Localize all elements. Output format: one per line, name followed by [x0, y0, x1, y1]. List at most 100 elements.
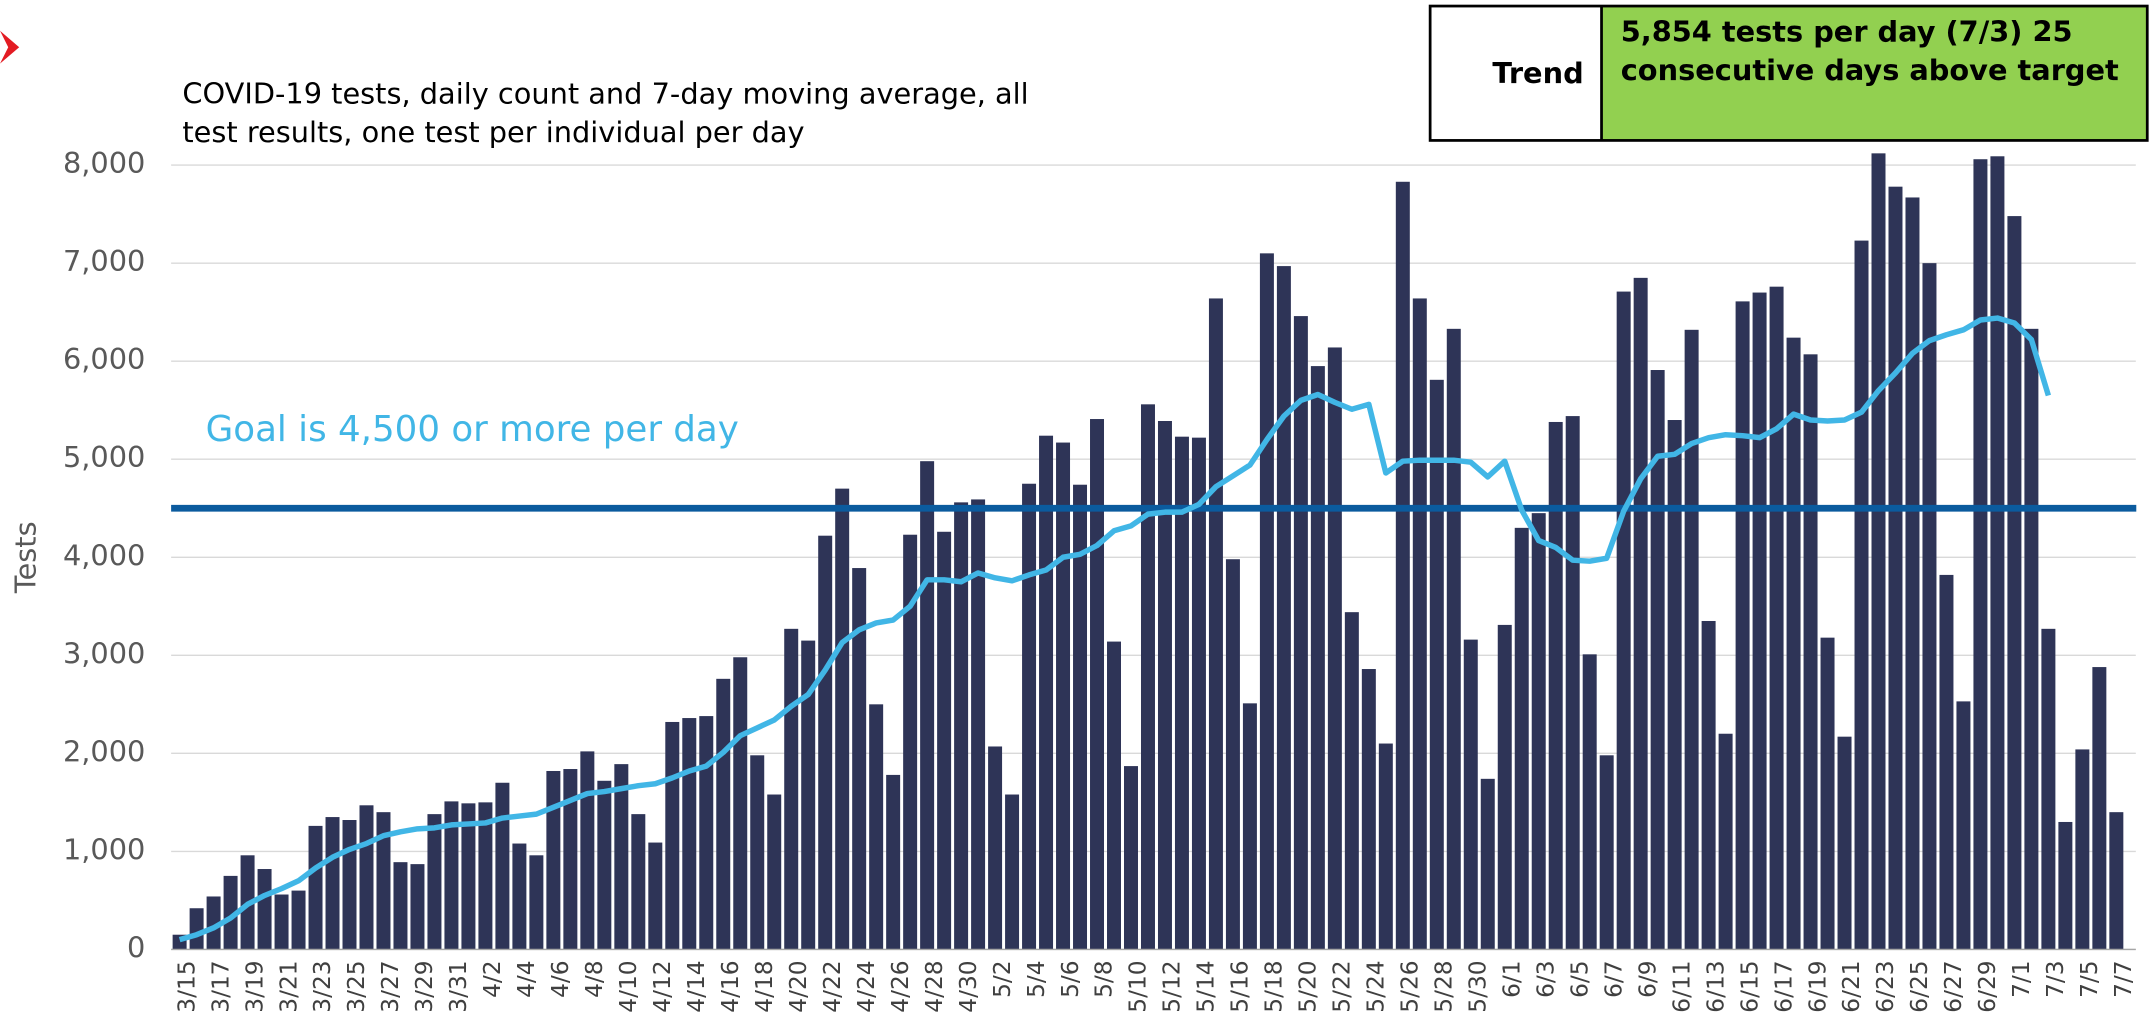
bar	[563, 769, 578, 950]
bar	[1242, 703, 1257, 950]
x-tick-label: 6/1	[1498, 960, 1525, 998]
y-tick-label: 4,000	[63, 538, 145, 572]
x-tick-label: 5/6	[1057, 960, 1084, 998]
x-tick-label: 3/17	[207, 960, 234, 1012]
bar	[376, 812, 391, 950]
bar	[189, 908, 204, 950]
x-tick-label: 3/25	[343, 960, 370, 1012]
bar	[1854, 240, 1869, 950]
bar	[1005, 794, 1020, 950]
x-tick-label: 4/20	[785, 960, 812, 1012]
bar	[1905, 197, 1920, 950]
x-tick-label: 4/10	[615, 960, 642, 1012]
y-tick-label: 8,000	[63, 146, 145, 180]
x-tick-label: 4/12	[649, 960, 676, 1012]
bar	[1837, 736, 1852, 950]
bar	[1633, 277, 1648, 950]
x-tick-label: 6/13	[1702, 960, 1729, 1012]
x-tick-label: 5/14	[1193, 960, 1220, 1012]
bar	[767, 794, 782, 950]
y-tick-label: 7,000	[63, 244, 145, 278]
bar	[614, 764, 629, 950]
bar	[1769, 286, 1784, 950]
x-tick-label: 6/21	[1838, 960, 1865, 1012]
x-tick-label: 3/29	[411, 960, 438, 1012]
bar	[1107, 641, 1121, 950]
bar	[1990, 156, 2005, 950]
bar	[1073, 484, 1088, 950]
y-tick-label: 1,000	[63, 832, 145, 866]
bar	[1039, 435, 1054, 950]
bar	[886, 774, 901, 950]
x-tick-label: 4/28	[921, 960, 948, 1012]
bar	[1548, 421, 1563, 950]
x-tick-label: 5/10	[1125, 960, 1152, 1012]
bar	[1208, 298, 1223, 950]
x-tick-label: 3/27	[377, 960, 404, 1012]
bar	[325, 817, 340, 950]
trend-label: Trend	[1492, 56, 1584, 90]
bar	[1480, 778, 1495, 950]
x-tick-label: 4/18	[751, 960, 778, 1012]
x-tick-label: 6/25	[1906, 960, 1933, 1012]
bar	[1684, 329, 1699, 950]
x-tick-label: 6/7	[1600, 960, 1627, 998]
bar	[2058, 821, 2073, 950]
x-tick-label: 6/15	[1736, 960, 1763, 1012]
x-tick-label: 3/21	[275, 960, 302, 1012]
x-tick-label: 3/23	[309, 960, 336, 1012]
x-tick-label: 4/24	[853, 960, 880, 1012]
x-tick-label: 6/17	[1770, 960, 1797, 1012]
x-tick-label: 6/3	[1532, 960, 1559, 998]
x-tick-label: 5/12	[1159, 960, 1186, 1012]
bar	[2109, 812, 2124, 950]
x-tick-label: 6/11	[1668, 960, 1695, 1012]
bar	[1820, 637, 1835, 950]
bar	[274, 894, 289, 950]
bar	[1446, 328, 1461, 950]
x-tick-label: 6/23	[1872, 960, 1899, 1012]
bar	[546, 770, 561, 950]
x-tick-label: 5/2	[989, 960, 1016, 998]
y-tick-label: 5,000	[63, 440, 145, 474]
x-tick-label: 3/15	[173, 960, 200, 1012]
bar	[920, 461, 935, 950]
average-line	[178, 315, 2052, 943]
bar	[1582, 654, 1597, 950]
x-tick-label: 7/5	[2076, 960, 2103, 998]
bar	[733, 657, 748, 950]
y-axis-label: Tests	[8, 521, 42, 594]
bar	[1395, 181, 1410, 950]
bar	[1157, 420, 1172, 950]
x-tick-label: 6/19	[1804, 960, 1831, 1012]
bar	[1956, 701, 1971, 950]
bar	[665, 721, 680, 950]
x-tick-label: 5/24	[1363, 960, 1390, 1012]
y-tick-label: 6,000	[63, 342, 145, 376]
x-tick-label: 5/30	[1464, 960, 1491, 1012]
x-tick-label: 5/4	[1023, 960, 1050, 998]
x-tick-label: 6/5	[1566, 960, 1593, 998]
x-tick-label: 4/2	[479, 960, 506, 998]
bar	[1344, 612, 1359, 950]
bar	[495, 782, 510, 950]
bar	[954, 502, 969, 950]
bar	[937, 531, 952, 950]
goal-annotation: Goal is 4,500 or more per day	[206, 409, 739, 450]
bar	[750, 755, 765, 950]
bar	[1786, 337, 1801, 950]
x-tick-label: 4/14	[683, 960, 710, 1012]
bar	[444, 801, 459, 950]
bar	[1022, 483, 1037, 950]
bar	[580, 751, 595, 950]
bar	[529, 855, 544, 950]
bar	[1514, 527, 1529, 950]
x-tick-label: 4/22	[819, 960, 846, 1012]
x-tick-label: 4/6	[547, 960, 574, 998]
x-tick-label: 5/26	[1397, 960, 1424, 1012]
x-tick-label: 5/16	[1227, 960, 1254, 1012]
y-tick-label: 0	[127, 930, 145, 964]
bar	[1361, 669, 1376, 950]
bar	[1752, 292, 1767, 950]
